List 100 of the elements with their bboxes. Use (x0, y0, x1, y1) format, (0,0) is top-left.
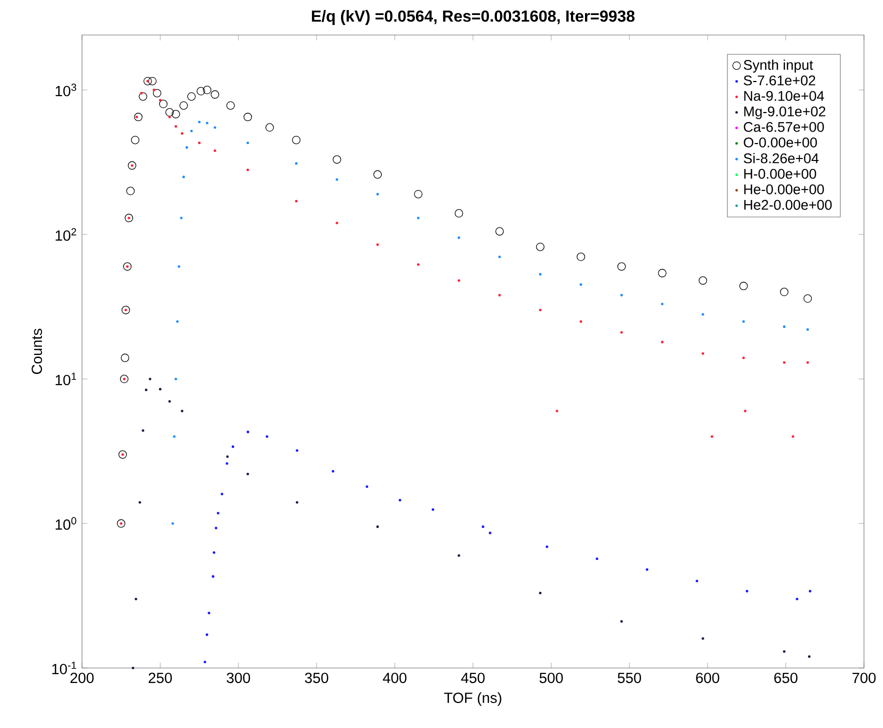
point (498, 256, 501, 258)
point (226, 455, 229, 458)
x-tick-label: 500 (540, 672, 563, 684)
point (296, 501, 298, 504)
point (168, 116, 171, 118)
point (134, 112, 143, 122)
point (806, 328, 809, 331)
point (124, 214, 134, 222)
point (658, 268, 666, 278)
point (123, 262, 132, 271)
point (739, 282, 748, 290)
point (186, 146, 188, 149)
point (180, 410, 184, 412)
point (158, 388, 162, 390)
point (214, 149, 216, 152)
point (120, 374, 128, 384)
point (198, 142, 201, 144)
y-axis-title: Counts (32, 328, 42, 374)
point (142, 429, 144, 432)
point (168, 400, 171, 403)
point (808, 590, 812, 592)
point (536, 242, 544, 252)
legend-label: O-0.00e+00 (744, 138, 817, 148)
point (212, 575, 214, 578)
point (232, 445, 234, 448)
x-tick-label: 200 (70, 672, 94, 684)
point (179, 101, 188, 110)
point (803, 294, 812, 303)
x-tick-label: 700 (852, 672, 876, 684)
x-tick-label: 550 (618, 672, 642, 684)
point (130, 136, 140, 144)
x-tick-label: 300 (226, 672, 250, 684)
point (546, 545, 548, 548)
point (710, 435, 714, 438)
point (458, 554, 460, 557)
x-tick-label: 450 (461, 672, 485, 684)
point (210, 90, 220, 99)
y-tick-label: 10$^{2}$ (56, 228, 76, 241)
point (702, 352, 704, 355)
point (454, 209, 464, 218)
point (152, 88, 162, 98)
x-tick-label: 650 (774, 672, 798, 684)
point (138, 92, 148, 101)
point (120, 354, 130, 362)
point (178, 265, 180, 268)
point (702, 313, 704, 316)
point (138, 501, 142, 504)
y-tick-label: 10$^{3}$ (56, 84, 76, 96)
point (265, 123, 274, 132)
x-tick-label: 350 (304, 672, 328, 684)
point (482, 525, 484, 528)
point (187, 92, 196, 101)
point (196, 87, 206, 96)
point (202, 86, 212, 94)
legend-label: Ca-6.57e+00 (744, 122, 824, 132)
legend-label: S-7.61e+02 (744, 75, 816, 86)
point (742, 320, 745, 323)
point (128, 161, 136, 170)
point (292, 136, 300, 144)
point (118, 450, 127, 459)
point (172, 110, 180, 118)
point (159, 100, 168, 108)
point (376, 525, 379, 528)
legend-label: He2-0.00e+00 (744, 200, 832, 210)
y-tick-label: 10$^{1}$ (56, 372, 76, 386)
point (495, 227, 504, 236)
point (376, 192, 379, 196)
point (746, 590, 748, 592)
point (373, 170, 382, 179)
point (332, 155, 342, 164)
legend-label: He-0.00e+00 (744, 184, 824, 194)
legend-label: Na-9.10e+04 (744, 90, 824, 101)
point (246, 430, 250, 434)
point (116, 519, 126, 528)
point (336, 222, 338, 224)
legend-label: Si-8.26e+04 (744, 153, 819, 164)
point (742, 356, 745, 360)
legend-label: H-0.00e+00 (744, 168, 816, 179)
point (792, 435, 794, 438)
legend-label: Synth input (744, 60, 814, 73)
x-axis-title: TOF (ns) (444, 692, 502, 706)
point (458, 236, 460, 239)
point (148, 76, 157, 86)
point (698, 276, 708, 285)
point (336, 178, 338, 181)
point (458, 279, 460, 282)
point (620, 294, 623, 296)
point (244, 112, 252, 122)
legend-label: Mg-9.01e+02 (744, 106, 826, 120)
x-tick-label: 600 (696, 672, 720, 684)
point (296, 449, 298, 452)
point (780, 288, 788, 296)
point (122, 306, 130, 314)
point (212, 551, 216, 554)
point (176, 320, 179, 323)
point (214, 526, 218, 530)
point (226, 101, 235, 110)
point (580, 320, 582, 323)
point (414, 190, 422, 198)
chart-title: E/q (kV) =0.0564, Res=0.0031608, Iter=9938 (312, 10, 635, 25)
